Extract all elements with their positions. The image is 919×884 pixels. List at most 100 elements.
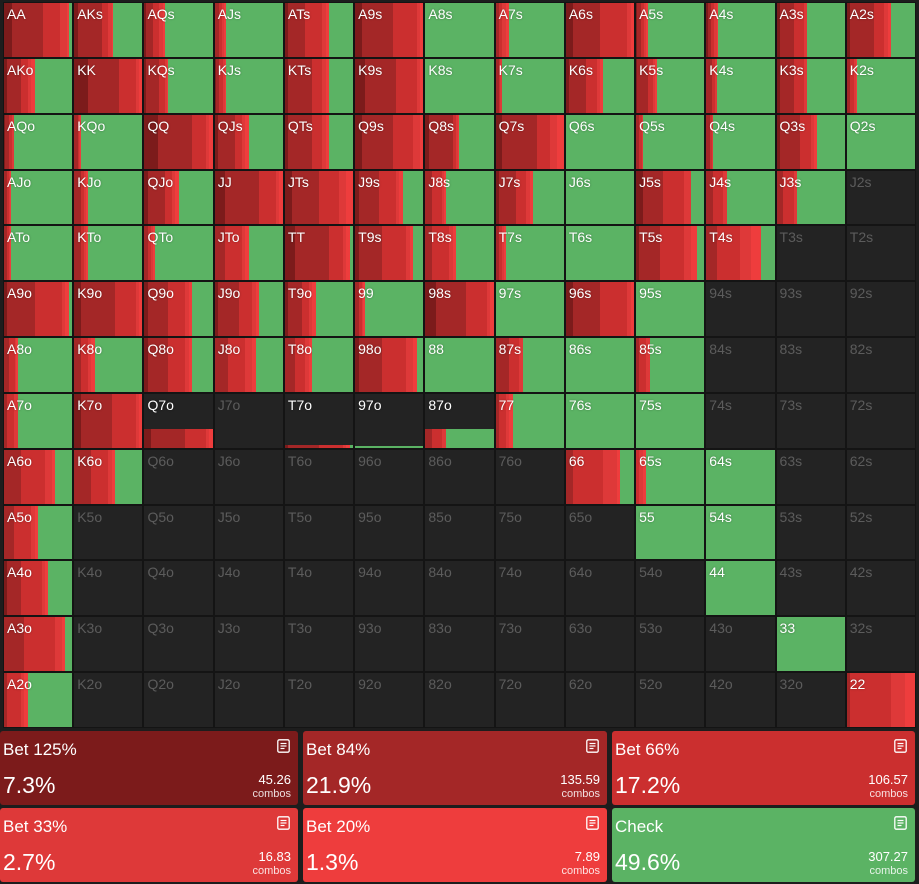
hand-cell-t3s[interactable]: T3s: [775, 225, 846, 282]
hand-cell-k2o[interactable]: K2o: [73, 672, 144, 728]
hand-cell-t8s[interactable]: T8s: [424, 225, 495, 282]
hand-cell-63o[interactable]: 63o: [564, 616, 636, 673]
hand-cell-43o[interactable]: 43o: [705, 616, 776, 673]
hand-cell-82o[interactable]: 82o: [424, 672, 495, 728]
hand-cell-t2s[interactable]: T2s: [845, 225, 916, 282]
hand-cell-a6o[interactable]: A6o: [3, 448, 74, 505]
hand-cell-qjo[interactable]: QJo: [143, 169, 214, 226]
hand-cell-87o[interactable]: 87o: [424, 392, 495, 449]
hand-cell-jts[interactable]: JTs: [283, 169, 355, 226]
hand-cell-73s[interactable]: 73s: [775, 392, 846, 449]
hand-cell-q5s[interactable]: Q5s: [635, 113, 706, 170]
hand-cell-a7o[interactable]: A7o: [3, 392, 74, 449]
hand-cell-a7s[interactable]: A7s: [494, 2, 565, 58]
hand-cell-22[interactable]: 22: [845, 672, 916, 728]
hand-cell-j5o[interactable]: J5o: [213, 504, 284, 561]
hand-cell-kts[interactable]: KTs: [283, 57, 355, 114]
hand-cell-k5o[interactable]: K5o: [73, 504, 144, 561]
hand-cell-qto[interactable]: QTo: [143, 225, 214, 282]
hand-cell-k3o[interactable]: K3o: [73, 616, 144, 673]
hand-cell-aqs[interactable]: AQs: [143, 2, 214, 58]
hand-cell-q8o[interactable]: Q8o: [143, 337, 214, 393]
hand-cell-j8o[interactable]: J8o: [213, 337, 284, 393]
hand-cell-82s[interactable]: 82s: [845, 337, 916, 393]
hand-cell-84o[interactable]: 84o: [424, 560, 495, 617]
hand-cell-97o[interactable]: 97o: [354, 392, 425, 449]
hand-cell-a8o[interactable]: A8o: [3, 337, 74, 393]
hand-cell-54s[interactable]: 54s: [705, 504, 776, 561]
hand-cell-q7s[interactable]: Q7s: [494, 113, 565, 170]
hand-cell-k6s[interactable]: K6s: [564, 57, 636, 114]
hand-cell-a8s[interactable]: A8s: [424, 2, 495, 58]
hand-cell-j3o[interactable]: J3o: [213, 616, 284, 673]
hand-cell-65o[interactable]: 65o: [564, 504, 636, 561]
hand-cell-75s[interactable]: 75s: [635, 392, 706, 449]
hand-cell-q4s[interactable]: Q4s: [705, 113, 776, 170]
action-panel-bet-66[interactable]: Bet 66% 17.2% 106.57 combos: [612, 731, 915, 805]
note-icon[interactable]: [277, 816, 290, 830]
action-panel-bet-84[interactable]: Bet 84% 21.9% 135.59 combos: [303, 731, 607, 805]
hand-cell-72o[interactable]: 72o: [494, 672, 565, 728]
hand-cell-t4s[interactable]: T4s: [705, 225, 776, 282]
hand-cell-75o[interactable]: 75o: [494, 504, 565, 561]
hand-cell-j9o[interactable]: J9o: [213, 281, 284, 338]
hand-cell-q4o[interactable]: Q4o: [143, 560, 214, 617]
hand-cell-ato[interactable]: ATo: [3, 225, 74, 282]
hand-cell-t6s[interactable]: T6s: [564, 225, 636, 282]
hand-cell-q7o[interactable]: Q7o: [143, 392, 214, 449]
hand-cell-k5s[interactable]: K5s: [635, 57, 706, 114]
hand-cell-k4s[interactable]: K4s: [705, 57, 776, 114]
hand-cell-t8o[interactable]: T8o: [283, 337, 355, 393]
hand-cell-j4s[interactable]: J4s: [705, 169, 776, 226]
hand-cell-t9o[interactable]: T9o: [283, 281, 355, 338]
hand-cell-42o[interactable]: 42o: [705, 672, 776, 728]
hand-cell-q3o[interactable]: Q3o: [143, 616, 214, 673]
hand-cell-j7s[interactable]: J7s: [494, 169, 565, 226]
hand-cell-64s[interactable]: 64s: [705, 448, 776, 505]
hand-cell-83o[interactable]: 83o: [424, 616, 495, 673]
hand-cell-k8s[interactable]: K8s: [424, 57, 495, 114]
hand-cell-kjs[interactable]: KJs: [213, 57, 284, 114]
hand-cell-q9o[interactable]: Q9o: [143, 281, 214, 338]
hand-cell-j6s[interactable]: J6s: [564, 169, 636, 226]
hand-cell-43s[interactable]: 43s: [775, 560, 846, 617]
hand-cell-85s[interactable]: 85s: [635, 337, 706, 393]
hand-cell-k2s[interactable]: K2s: [845, 57, 916, 114]
hand-cell-83s[interactable]: 83s: [775, 337, 846, 393]
note-icon[interactable]: [277, 739, 290, 753]
hand-cell-99[interactable]: 99: [354, 281, 425, 338]
hand-cell-q3s[interactable]: Q3s: [775, 113, 846, 170]
hand-cell-93o[interactable]: 93o: [354, 616, 425, 673]
hand-cell-85o[interactable]: 85o: [424, 504, 495, 561]
hand-cell-65s[interactable]: 65s: [635, 448, 706, 505]
hand-cell-jto[interactable]: JTo: [213, 225, 284, 282]
hand-cell-j9s[interactable]: J9s: [354, 169, 425, 226]
hand-cell-t6o[interactable]: T6o: [283, 448, 355, 505]
hand-cell-j6o[interactable]: J6o: [213, 448, 284, 505]
hand-cell-tt[interactable]: TT: [283, 225, 355, 282]
hand-cell-t2o[interactable]: T2o: [283, 672, 355, 728]
hand-cell-76s[interactable]: 76s: [564, 392, 636, 449]
hand-cell-74s[interactable]: 74s: [705, 392, 776, 449]
hand-cell-92s[interactable]: 92s: [845, 281, 916, 338]
hand-cell-k9s[interactable]: K9s: [354, 57, 425, 114]
hand-cell-kk[interactable]: KK: [73, 57, 144, 114]
hand-cell-a4o[interactable]: A4o: [3, 560, 74, 617]
hand-cell-j4o[interactable]: J4o: [213, 560, 284, 617]
action-panel-bet-33[interactable]: Bet 33% 2.7% 16.83 combos: [0, 808, 298, 882]
hand-cell-a5s[interactable]: A5s: [635, 2, 706, 58]
hand-cell-52o[interactable]: 52o: [635, 672, 706, 728]
hand-cell-aks[interactable]: AKs: [73, 2, 144, 58]
hand-cell-96o[interactable]: 96o: [354, 448, 425, 505]
hand-cell-66[interactable]: 66: [564, 448, 636, 505]
hand-cell-74o[interactable]: 74o: [494, 560, 565, 617]
note-icon[interactable]: [894, 816, 907, 830]
hand-cell-95s[interactable]: 95s: [635, 281, 706, 338]
hand-cell-k3s[interactable]: K3s: [775, 57, 846, 114]
hand-cell-j3s[interactable]: J3s: [775, 169, 846, 226]
hand-cell-kqo[interactable]: KQo: [73, 113, 144, 170]
note-icon[interactable]: [586, 739, 599, 753]
hand-cell-33[interactable]: 33: [775, 616, 846, 673]
action-panel-bet-20[interactable]: Bet 20% 1.3% 7.89 combos: [303, 808, 607, 882]
hand-cell-j2s[interactable]: J2s: [845, 169, 916, 226]
